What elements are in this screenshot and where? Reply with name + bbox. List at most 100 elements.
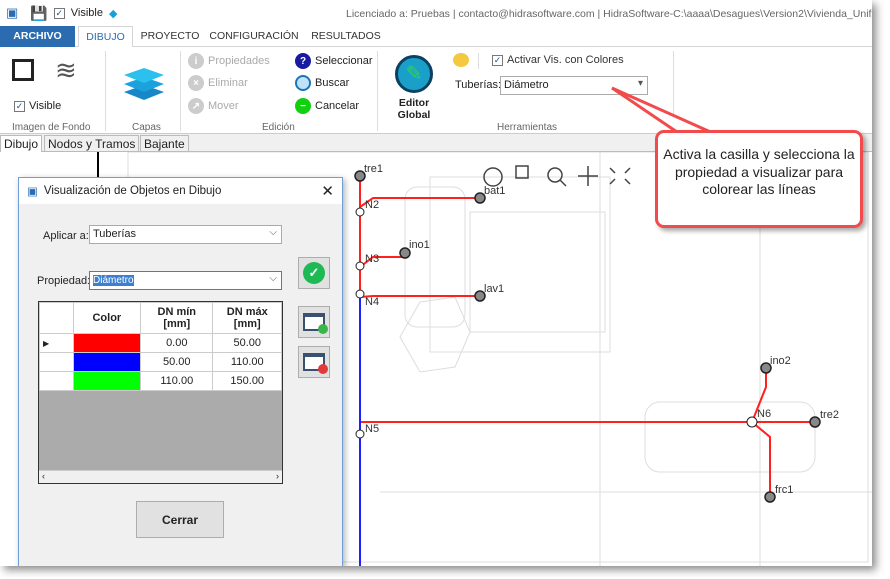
background-visible-checkbox[interactable]: ✓	[14, 100, 25, 112]
tuberias-dropdown[interactable]: Diámetro ▾	[500, 76, 648, 95]
app-icon: ▣	[6, 5, 19, 20]
divider	[180, 51, 181, 131]
save-icon[interactable]: 💾	[30, 4, 48, 21]
check-icon: ✓	[303, 262, 325, 284]
current-row-icon: ▶	[39, 333, 74, 353]
dn-min-cell[interactable]: 110.00	[140, 371, 214, 391]
node-label: tre1	[364, 163, 383, 175]
propiedad-label: Propiedad:	[37, 275, 91, 287]
row-header-cell	[39, 371, 74, 391]
propiedades-button[interactable]: i Propiedades	[188, 53, 270, 69]
close-icon[interactable]: ✕	[321, 183, 334, 200]
node-label: N2	[365, 199, 379, 211]
pan-icon	[578, 166, 598, 186]
visualization-dialog: ▣ Visualización de Objetos en Dibujo ✕ A…	[18, 177, 343, 566]
stack-layers-icon[interactable]: ≋	[55, 55, 77, 85]
table-row[interactable]: 110.00 150.00	[39, 371, 282, 391]
node-label: N3	[365, 253, 379, 265]
junction-markers[interactable]	[355, 207, 758, 439]
tab-proyecto[interactable]: PROYECTO	[140, 30, 200, 42]
tab-archivo[interactable]: ARCHIVO	[0, 26, 75, 47]
doc-tab-nodos-tramos[interactable]: Nodos y Tramos	[44, 135, 140, 152]
dn-max-cell[interactable]: 110.00	[212, 352, 282, 372]
zoom-icon	[547, 167, 563, 183]
dn-min-cell[interactable]: 0.00	[140, 333, 214, 353]
capas-icon[interactable]	[122, 65, 166, 101]
color-cell[interactable]	[72, 371, 142, 391]
grid-header-row: Color DN mín [mm] DN máx [mm]	[39, 302, 282, 334]
color-cell[interactable]	[72, 333, 142, 353]
scroll-right-icon[interactable]: ›	[276, 471, 279, 481]
table-row[interactable]: 50.00 110.00	[39, 352, 282, 372]
cancelar-button[interactable]: − Cancelar	[295, 98, 359, 114]
divider	[478, 53, 479, 69]
eliminar-button[interactable]: × Eliminar	[188, 75, 248, 91]
cerrar-button[interactable]: Cerrar	[136, 501, 224, 538]
view-toolbar[interactable]	[483, 165, 631, 187]
tuberias-value: Diámetro	[504, 79, 549, 91]
horizontal-scrollbar[interactable]: ‹ ›	[39, 470, 282, 483]
mover-label: Mover	[208, 100, 239, 112]
node-label: N5	[365, 423, 379, 435]
group-label-herramientas: Herramientas	[497, 122, 558, 133]
ribbon: ≋ ✓ Visible Imagen de Fondo Capas i Propi…	[0, 47, 872, 134]
document-tabs: Dibujo Nodos y Tramos Bajante	[0, 134, 872, 152]
apply-button[interactable]: ✓	[298, 257, 330, 289]
delete-icon: ×	[188, 75, 204, 91]
seleccionar-button[interactable]: ? Seleccionar	[295, 53, 372, 69]
divider	[377, 51, 378, 131]
mover-button[interactable]: ↗ Mover	[188, 98, 239, 114]
add-row-button[interactable]	[298, 306, 330, 338]
visible-checkbox[interactable]: ✓	[53, 7, 65, 19]
info-icon: i	[188, 53, 204, 69]
dialog-title: Visualización de Objetos en Dibujo	[43, 185, 222, 197]
dn-min-cell[interactable]: 50.00	[140, 352, 214, 372]
dialog-app-icon: ▣	[27, 186, 38, 198]
license-text: Licenciado a: Pruebas | contacto@hidraso…	[346, 8, 872, 20]
scroll-left-icon[interactable]: ‹	[42, 471, 45, 481]
tab-dibujo[interactable]: DIBUJO	[78, 26, 133, 48]
activar-colores-toggle[interactable]: ✓ Activar Vis. con Colores	[492, 54, 624, 66]
aplicar-dropdown[interactable]: Tuberías ⌵	[89, 225, 282, 244]
node-label: ino2	[770, 355, 791, 367]
color-ranges-grid[interactable]: Color DN mín [mm] DN máx [mm] ▶ 0.00 50.…	[38, 301, 283, 484]
background-image-icon[interactable]	[12, 59, 34, 81]
palette-icon[interactable]	[453, 53, 469, 67]
doc-tab-bajante[interactable]: Bajante	[140, 135, 189, 152]
magnifier-icon	[295, 75, 311, 91]
ribbon-tabs: ARCHIVO DIBUJO PROYECTO CONFIGURACIÓN RE…	[0, 26, 872, 48]
node-label: tre2	[820, 409, 839, 421]
propiedad-dropdown[interactable]: Diámetro ⌵	[89, 271, 282, 290]
background-visible-toggle[interactable]: ✓ Visible	[14, 100, 61, 112]
seleccionar-label: Seleccionar	[315, 55, 373, 67]
chevron-down-icon: ⌵	[269, 273, 277, 284]
globe-pen-icon: ✎	[395, 55, 433, 93]
pipes-red[interactable]	[359, 176, 815, 497]
tab-configuracion[interactable]: CONFIGURACIÓN	[209, 30, 299, 42]
app-window: ▣ 💾 ✓ Visible ◆ Licenciado a: Pruebas | …	[0, 4, 872, 566]
dn-max-cell[interactable]: 150.00	[212, 371, 282, 391]
color-cell[interactable]	[72, 352, 142, 372]
node-markers[interactable]	[354, 170, 821, 503]
dn-max-cell[interactable]: 50.00	[212, 333, 282, 353]
tab-resultados[interactable]: RESULTADOS	[311, 30, 381, 42]
table-row[interactable]: ▶ 0.00 50.00	[39, 333, 282, 353]
layers-icon[interactable]: ◆	[108, 7, 118, 20]
propiedades-label: Propiedades	[208, 55, 270, 67]
column-header-dn-min: DN mín [mm]	[140, 302, 214, 334]
doc-tab-dibujo[interactable]: Dibujo	[0, 135, 43, 152]
editor-global-button[interactable]: ✎ Editor Global	[384, 55, 444, 121]
remove-row-button[interactable]	[298, 346, 330, 378]
dialog-title-bar: ▣ Visualización de Objetos en Dibujo ✕	[19, 178, 342, 204]
node-label: N4	[365, 296, 379, 308]
node-label: bat1	[484, 185, 505, 197]
node-labels: tre1 bat1 N2 ino1 N3 lav1 N4 N5 ino2 N6 …	[364, 163, 839, 496]
chevron-down-icon: ⌵	[269, 227, 277, 238]
zoom-window-icon	[515, 165, 529, 179]
column-header-color: Color	[72, 302, 142, 334]
eliminar-label: Eliminar	[208, 77, 248, 89]
activar-colores-checkbox[interactable]: ✓	[492, 54, 503, 66]
buscar-button[interactable]: Buscar	[295, 75, 349, 91]
drawing-svg[interactable]: tre1 bat1 N2 ino1 N3 lav1 N4 N5 ino2 N6 …	[0, 152, 872, 566]
eye-icon	[483, 167, 503, 187]
